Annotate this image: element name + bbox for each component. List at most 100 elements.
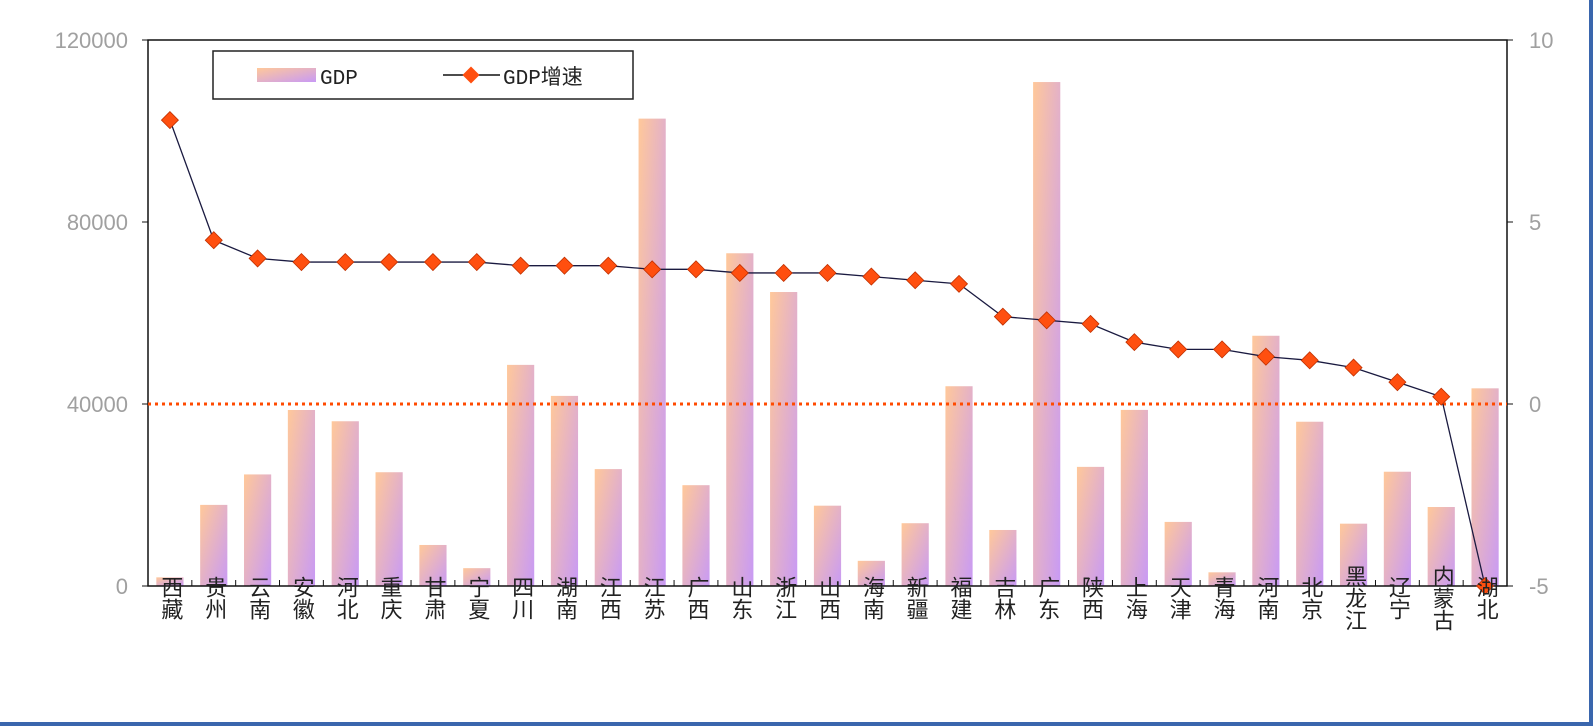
- right-tick-label: 5: [1529, 210, 1541, 235]
- bar-4: [331, 421, 359, 586]
- category-label: 重庆: [377, 576, 403, 620]
- bar-27: [1339, 523, 1368, 586]
- bar-16: [857, 560, 885, 586]
- category-label: 河南: [1253, 576, 1279, 620]
- category-label: 江苏: [640, 576, 666, 620]
- growth-marker-18: [949, 274, 969, 293]
- bar-7: [463, 568, 491, 586]
- growth-marker-13: [730, 263, 749, 283]
- category-label: 广东: [1034, 576, 1060, 620]
- category-label: 辽宁: [1385, 576, 1411, 620]
- bar-0: [156, 577, 184, 586]
- category-label: 四川: [508, 576, 534, 620]
- bar-19: [989, 529, 1017, 586]
- growth-marker-22: [1125, 333, 1144, 352]
- growth-marker-10: [599, 256, 618, 275]
- category-label: 山西: [815, 576, 840, 620]
- right-tick-label: 10: [1529, 28, 1553, 53]
- growth-marker-7: [467, 252, 486, 272]
- category-label: 新疆: [903, 576, 929, 620]
- growth-marker-9: [555, 256, 574, 275]
- category-label: 宁夏: [464, 576, 490, 620]
- legend-swatch-growth-marker: [462, 66, 480, 84]
- left-tick-label: 120000: [55, 28, 128, 53]
- bar-14: [770, 292, 798, 586]
- bar-15: [813, 505, 842, 586]
- legend: GDP GDP增速: [212, 50, 634, 100]
- growth-marker-21: [1081, 314, 1100, 333]
- category-label: 贵州: [201, 576, 227, 620]
- growth-marker-29: [1432, 387, 1451, 406]
- category-label: 内蒙古: [1429, 565, 1454, 631]
- growth-marker-19: [993, 307, 1012, 326]
- growth-marker-8: [511, 256, 530, 275]
- growth-marker-16: [862, 267, 881, 286]
- growth-marker-25: [1256, 347, 1275, 366]
- bar-21: [1076, 466, 1105, 586]
- category-label: 甘肃: [420, 576, 446, 620]
- category-label: 海南: [859, 576, 885, 620]
- category-label: 河北: [333, 576, 359, 620]
- bar-10: [594, 469, 622, 586]
- right-tick-label: 0: [1529, 392, 1541, 417]
- growth-marker-0: [160, 111, 179, 130]
- growth-marker-5: [380, 252, 399, 272]
- growth-marker-17: [906, 271, 925, 290]
- bar-3: [287, 410, 316, 586]
- category-label: 青海: [1210, 576, 1236, 620]
- growth-marker-28: [1388, 373, 1407, 392]
- category-label: 江西: [596, 576, 622, 620]
- category-label: 云南: [245, 576, 270, 620]
- category-label: 陕西: [1078, 576, 1103, 620]
- growth-marker-24: [1212, 340, 1232, 359]
- growth-marker-23: [1169, 340, 1188, 359]
- category-label: 北京: [1297, 576, 1323, 620]
- growth-marker-20: [1037, 311, 1056, 330]
- growth-marker-26: [1300, 351, 1319, 370]
- category-label: 天津: [1166, 576, 1192, 620]
- category-label: 浙江: [771, 576, 797, 620]
- bar-25: [1252, 335, 1280, 586]
- bar-24: [1208, 572, 1236, 586]
- left-tick-label: 0: [116, 574, 128, 599]
- bar-17: [901, 523, 929, 586]
- left-tick-label: 40000: [67, 392, 128, 417]
- growth-marker-1: [204, 231, 223, 250]
- growth-marker-12: [686, 260, 706, 279]
- category-label: 安徽: [289, 576, 315, 620]
- bar-1: [200, 504, 228, 586]
- category-label: 广西: [683, 576, 709, 620]
- bar-18: [945, 386, 973, 586]
- bar-30: [1471, 388, 1499, 586]
- bar-26: [1296, 421, 1324, 586]
- category-label: 湖南: [552, 576, 578, 620]
- bar-20: [1033, 82, 1061, 587]
- bar-12: [682, 485, 710, 586]
- bar-13: [726, 253, 754, 586]
- growth-marker-14: [774, 263, 793, 283]
- category-label: 上海: [1122, 576, 1148, 620]
- category-label: 西藏: [157, 576, 183, 620]
- growth-marker-6: [423, 252, 443, 272]
- bar-6: [419, 544, 447, 586]
- category-label: 福建: [947, 576, 973, 620]
- bar-22: [1120, 409, 1148, 586]
- plot-area-border: [147, 39, 1508, 587]
- bar-9: [550, 395, 579, 586]
- growth-marker-11: [643, 260, 662, 279]
- category-label: 黑龙江: [1341, 565, 1367, 631]
- bar-23: [1164, 521, 1192, 586]
- growth-marker-3: [292, 252, 311, 272]
- bar-5: [375, 472, 403, 586]
- growth-marker-4: [336, 252, 355, 272]
- growth-marker-2: [248, 249, 267, 268]
- growth-marker-30: [1476, 576, 1495, 596]
- right-tick-label: -5: [1529, 574, 1549, 599]
- category-label: 山东: [727, 576, 752, 620]
- growth-marker-27: [1344, 358, 1363, 377]
- bar-8: [507, 364, 535, 586]
- legend-label-growth: GDP增速: [503, 66, 583, 91]
- legend-label-gdp: GDP: [320, 68, 358, 91]
